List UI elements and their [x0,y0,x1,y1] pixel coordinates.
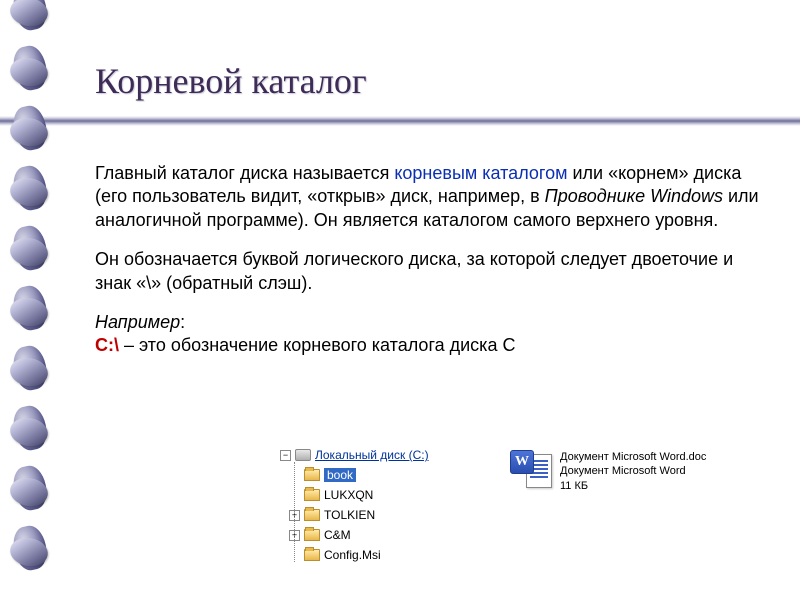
highlight-root-catalog: корневым каталогом [394,163,567,183]
word-icon: W [510,450,552,492]
code-example: C:\ [95,335,119,355]
italic-explorer: Проводнике Windows [545,186,723,206]
collapse-icon: − [280,450,291,461]
folder-icon [304,469,320,481]
paragraph-3: Например: C:\ – это обозначение корневог… [95,311,760,358]
folder-icon [304,489,320,501]
word-doc-preview: W Документ Microsoft Word.doc Документ M… [510,450,706,493]
slide-title: Корневой каталог [95,60,760,102]
doc-type: Документ Microsoft Word [560,464,706,478]
folder-icon [304,549,320,561]
tree-item: LUKXQN [304,485,429,505]
doc-size: 11 КБ [560,479,706,493]
tree-item: Config.Msi [304,545,429,565]
tree-root-label: Локальный диск (C:) [315,448,429,462]
file-tree: − Локальный диск (C:) book LUKXQN + TOLK… [280,445,429,565]
tree-item: + TOLKIEN [304,505,429,525]
folder-icon [304,529,320,541]
folder-icon [304,509,320,521]
doc-name: Документ Microsoft Word.doc [560,450,706,464]
tree-connector [294,462,296,562]
drive-icon [295,449,311,461]
word-doc-meta: Документ Microsoft Word.doc Документ Mic… [560,450,706,493]
tree-item: + C&M [304,525,429,545]
title-divider [0,116,800,126]
spiral-binding [0,0,60,600]
paragraph-1: Главный каталог диска называется корневы… [95,162,760,232]
tree-item-selected: book [324,468,356,482]
paragraph-2: Он обозначается буквой логического диска… [95,248,760,295]
tree-root-row: − Локальный диск (C:) [280,445,429,465]
tree-item: book [304,465,429,485]
body-text: Главный каталог диска называется корневы… [95,162,760,358]
